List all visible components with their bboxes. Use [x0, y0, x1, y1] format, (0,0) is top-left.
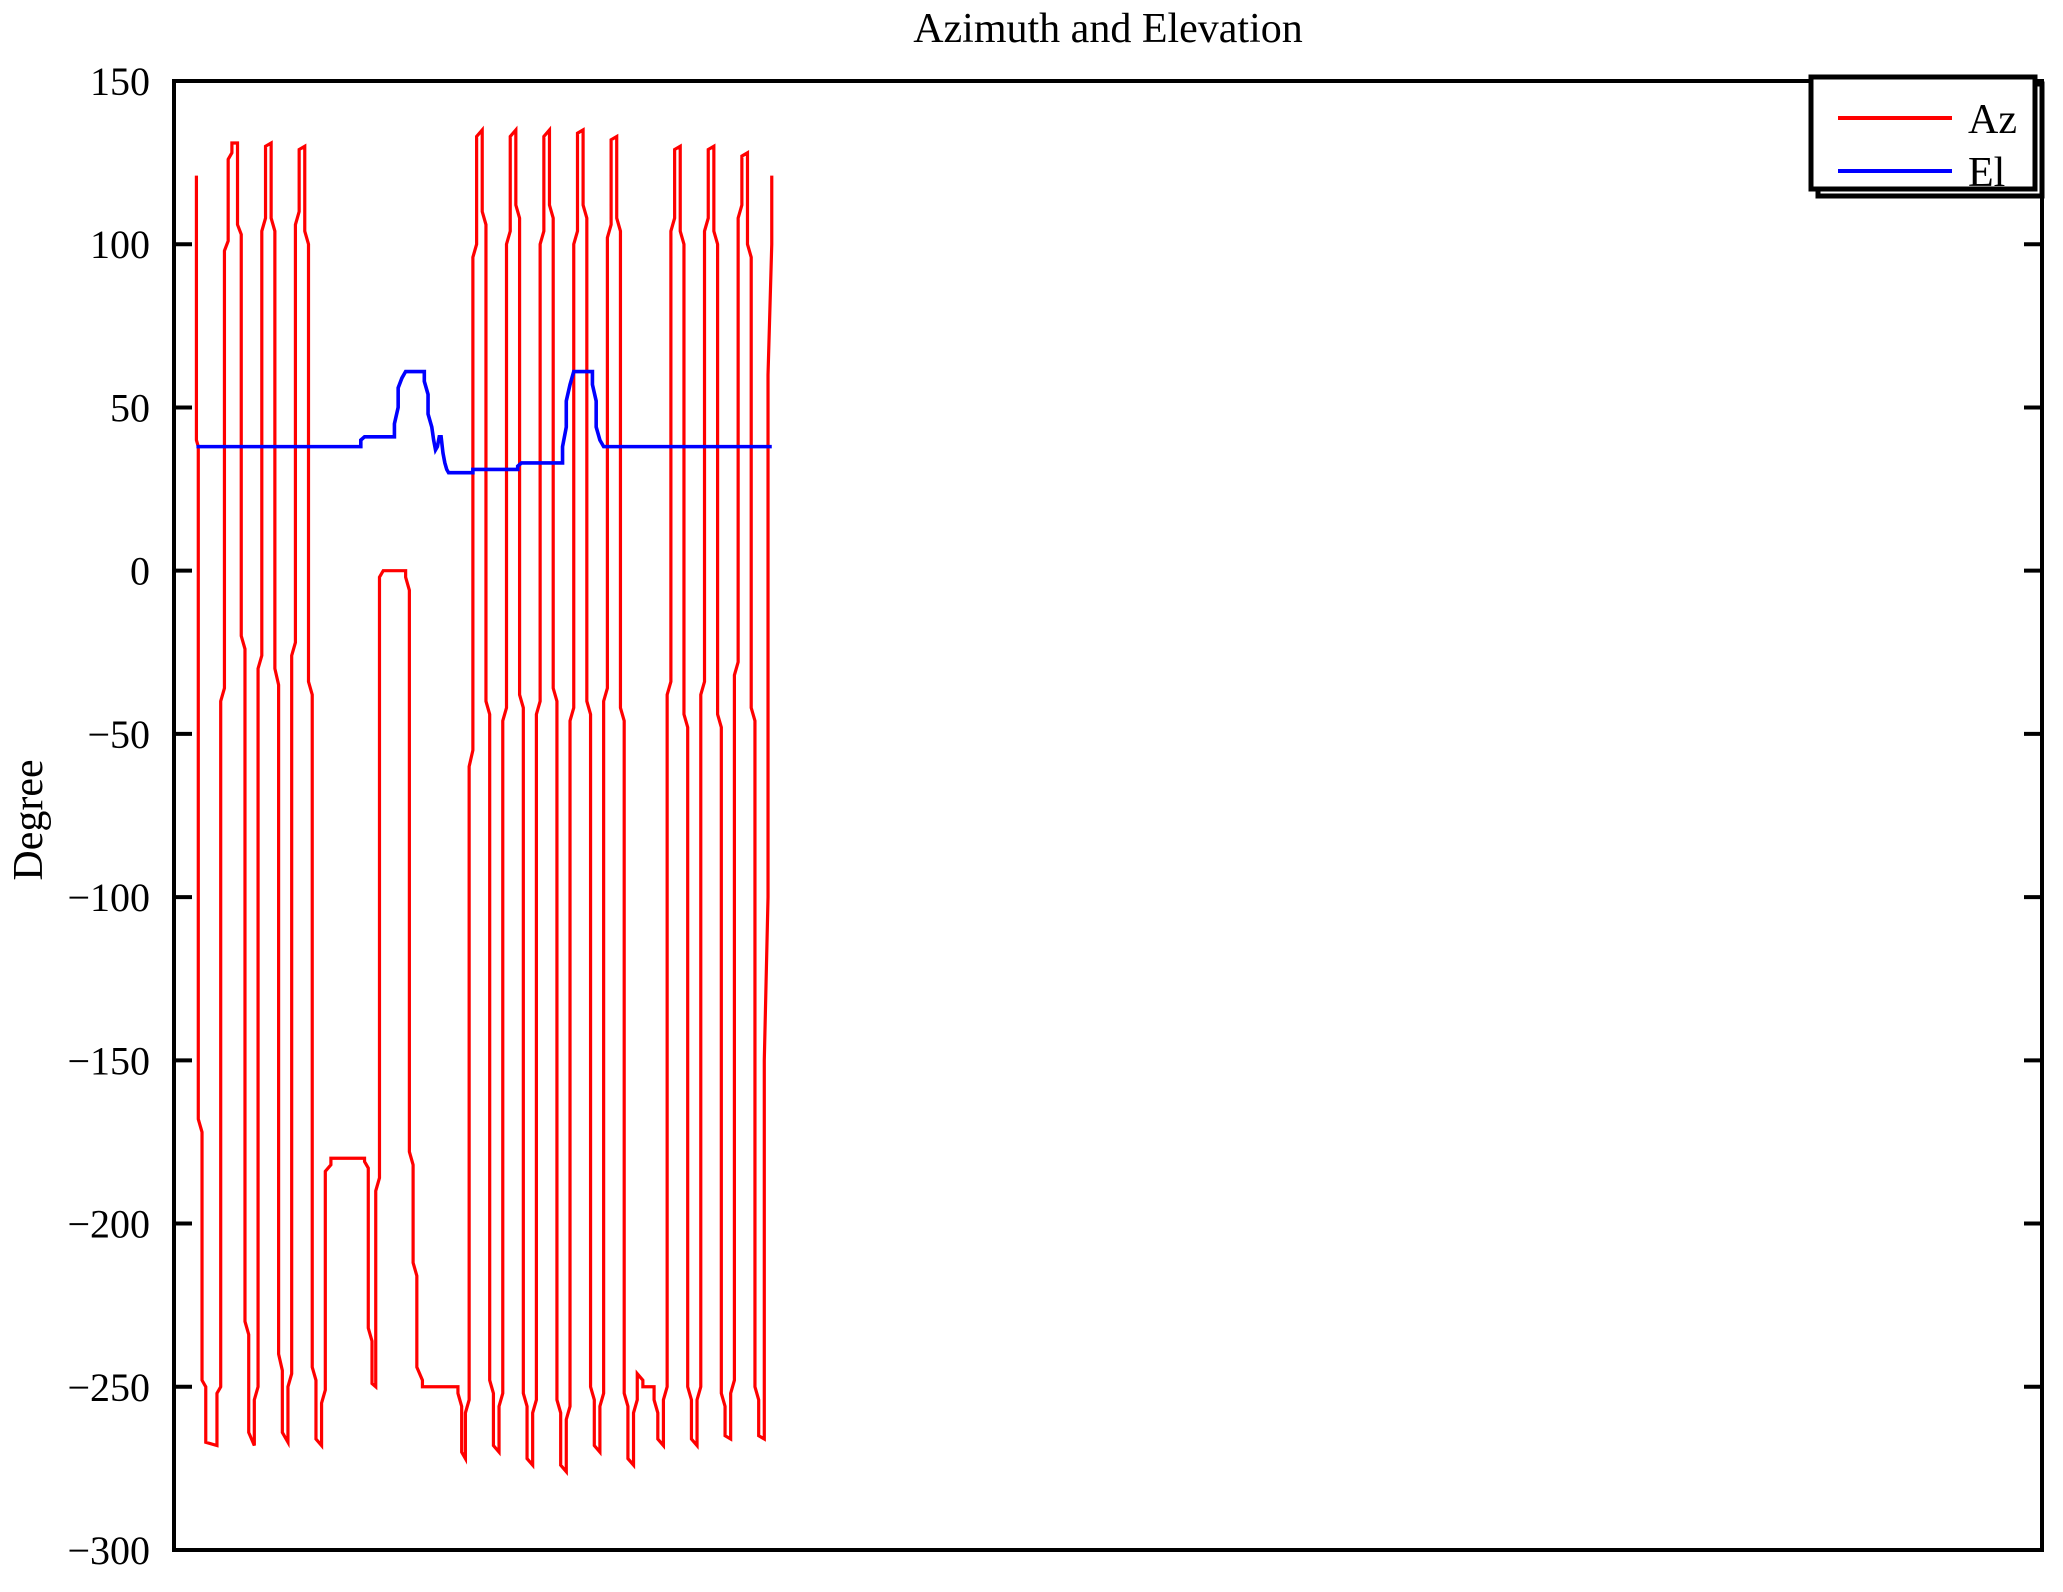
y-tick-label: −250: [67, 1365, 150, 1410]
plot-background: [174, 81, 2042, 1550]
y-tick-label: −300: [67, 1528, 150, 1573]
chart-title: Azimuth and Elevation: [913, 6, 1303, 52]
y-tick-label: 100: [90, 222, 150, 267]
legend-label-el: El: [1968, 150, 2005, 196]
data-series-group: [194, 125, 774, 1476]
y-tick-label: 50: [110, 385, 150, 430]
legend-entries: Az El: [1838, 97, 2017, 196]
plot-axes-box: [172, 79, 2044, 1552]
y-tick-label: 150: [90, 59, 150, 104]
y-axis-title: Degree: [6, 759, 52, 880]
y-tick-label: −150: [67, 1038, 150, 1083]
y-tick-label: −100: [67, 875, 150, 920]
legend-label-az: Az: [1968, 97, 2017, 143]
chart-legend[interactable]: Az El: [1808, 74, 2045, 199]
y-tick-label: −50: [87, 712, 150, 757]
y-tick-label: 0: [130, 549, 150, 594]
series-line-az: [194, 125, 774, 1476]
y-axis-ticks: 150 100 50 0 −50 −100 −150 −200 −250 −300: [67, 59, 2042, 1573]
y-tick-label: −200: [67, 1202, 150, 1247]
series-line-el: [196, 369, 772, 475]
